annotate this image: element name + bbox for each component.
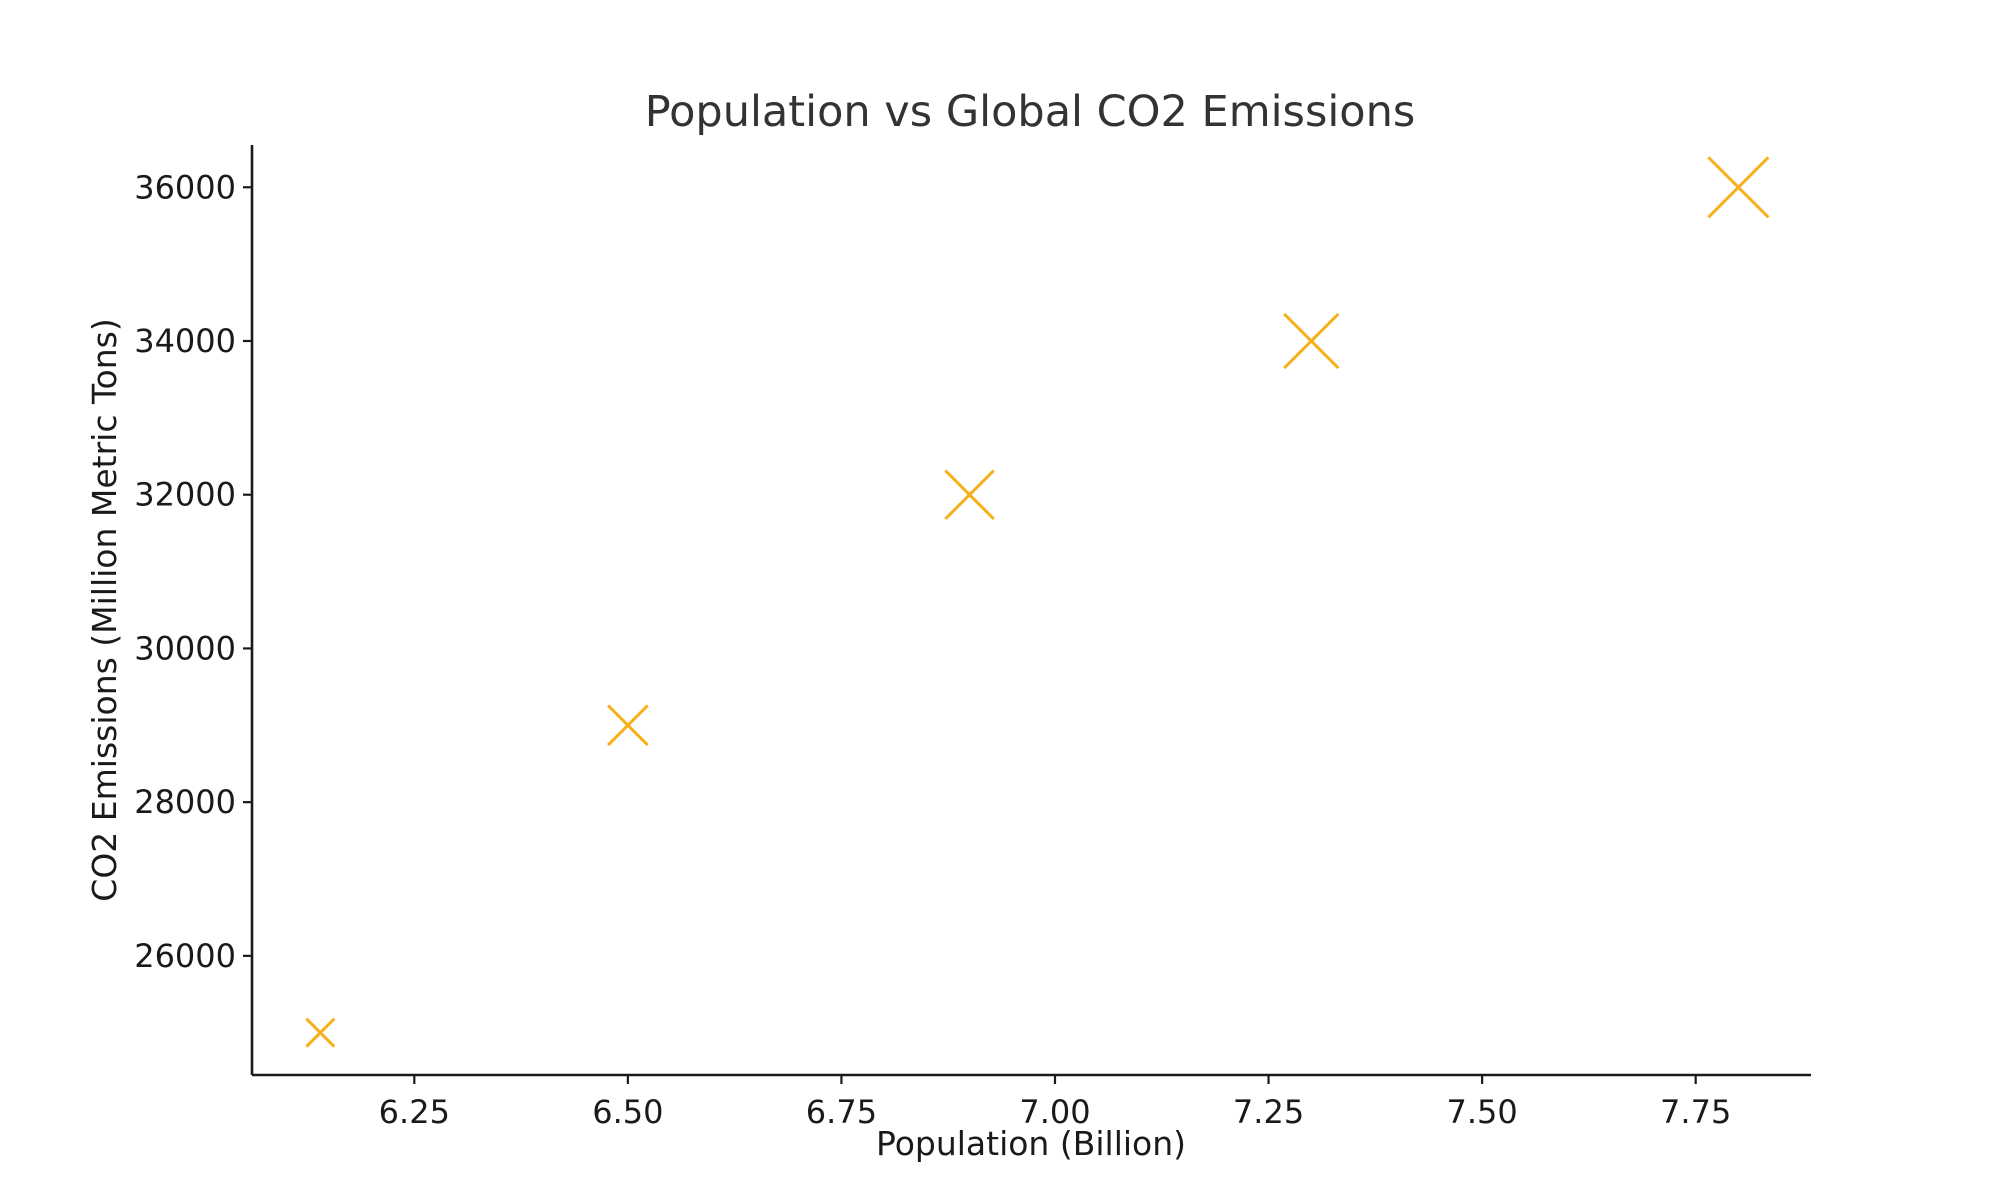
data-point [944,469,995,520]
y-tick-label: 34000 [134,322,236,360]
y-tick-label: 32000 [134,476,236,514]
x-tick-label: 7.25 [1233,1093,1304,1131]
x-tick-label: 6.50 [592,1093,663,1131]
y-tick-label: 30000 [134,629,236,667]
data-points [305,156,1770,1048]
y-tick-label: 26000 [134,937,236,975]
data-point [606,704,649,747]
data-point [1283,312,1340,370]
y-axis-label: CO2 Emissions (Million Metric Tons) [85,318,124,901]
x-tick-label: 6.75 [806,1093,877,1131]
x-axis-label: Population (Billion) [876,1124,1186,1163]
x-tick-label: 6.25 [379,1093,450,1131]
x-tick-label: 7.50 [1446,1093,1517,1131]
data-point [1707,156,1770,219]
y-axis-ticks: 26000 28000 30000 32000 34000 36000 [134,168,252,975]
chart-title: Population vs Global CO2 Emissions [645,87,1416,137]
data-point [305,1017,336,1048]
x-tick-label: 7.00 [1019,1093,1090,1131]
y-tick-label: 28000 [134,783,236,821]
x-axis-ticks: 6.25 6.50 6.75 7.00 7.25 7.50 7.75 [379,1075,1731,1131]
x-tick-label: 7.75 [1660,1093,1731,1131]
axes [250,145,1811,1077]
y-tick-label: 36000 [134,168,236,206]
